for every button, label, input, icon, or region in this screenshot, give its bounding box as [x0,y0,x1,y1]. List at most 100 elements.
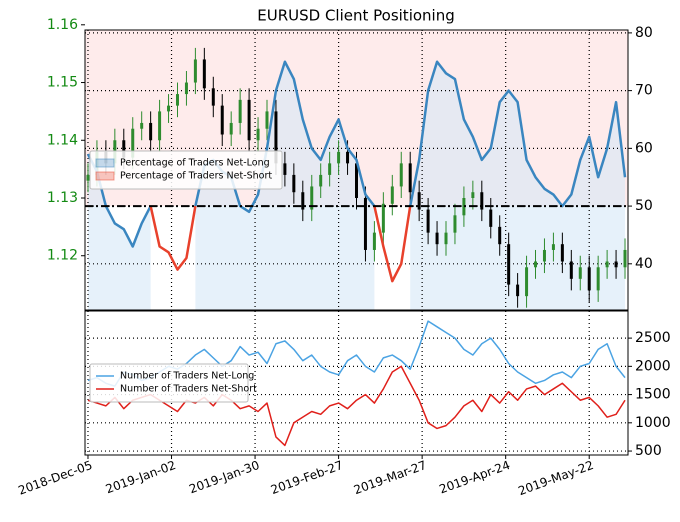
candle-body [238,99,242,123]
candle-body [149,122,153,141]
candle-body [453,215,457,233]
candle-body [346,151,350,164]
y2-tick-label: 80 [635,25,653,41]
candle-body [623,249,627,268]
candle-body [399,163,403,187]
y2-tick-label: 60 [635,140,653,156]
candle-body [274,111,278,164]
positioning-line [408,60,627,208]
x-tick-label: 2019-Apr-24 [437,458,512,497]
candle-body [256,128,260,141]
candle-body [328,163,332,175]
y2-tick-label: 50 [635,198,653,214]
candle-body [193,59,197,83]
candle-body [140,122,144,129]
candle-body [605,261,609,268]
candle-body [229,122,233,135]
candle-body [310,186,314,210]
candle-body [184,82,188,95]
y2-tick-label: 70 [635,83,653,99]
legend-label: Number of Traders Net-Short [120,384,257,395]
candle-body [381,203,385,233]
candle-body [355,163,358,198]
candle-body [372,232,376,250]
candle-body [158,111,162,141]
candle-body [167,105,171,112]
candle-body [596,267,600,291]
y-tick-label: 2500 [635,330,671,346]
candle-body [471,192,475,198]
x-tick-label: 2019-Mar-27 [352,458,429,497]
candle-body [122,140,126,158]
plot-frame [84,29,629,311]
x-tick-label: 2018-Dec-05 [16,458,94,498]
candle-body [578,267,582,279]
x-tick-label: 2019-Feb-27 [269,458,345,497]
candle-body [390,186,394,204]
y-tick-label: 1.14 [47,132,78,148]
legend: Percentage of Traders Net-Long Percentage… [89,150,283,190]
legend-label: Percentage of Traders Net-Long [120,158,270,169]
candle-body [614,261,618,268]
trader-count-line [87,365,626,447]
candle-body [435,232,439,245]
candle-body [175,94,179,106]
candle-body [265,111,269,129]
candle-body [569,261,573,279]
candle-body [292,174,296,193]
legend-swatch [95,171,115,181]
legend-label: Percentage of Traders Net-Short [120,171,272,182]
y-tick-label: 2000 [635,358,671,374]
y-tick-label: 1.15 [47,75,78,91]
candle-body [319,174,323,187]
candle-body [444,232,448,245]
positioning-line [149,205,197,271]
candle-body [534,261,538,268]
candle-body [337,151,341,164]
y-tick-label: 1.13 [47,190,78,206]
net-long-area [410,61,626,310]
candle-body [525,267,529,297]
legend-box [89,363,249,403]
legend-swatch [95,158,115,168]
candle-body [86,174,90,181]
candle-body [560,244,564,262]
candle-body [489,209,493,227]
candle-body [587,267,591,291]
x-tick-label: 2019-Jan-30 [187,458,261,496]
candle-body [301,192,305,210]
candle-body [480,192,484,210]
y-tick-label: 1500 [635,387,671,403]
legend-label: Number of Traders Net-Long [120,371,254,382]
y-tick-label: 1.16 [47,17,78,33]
bottom-plot [85,311,628,455]
candle-body [211,88,215,106]
candle-body [516,284,520,297]
candle-body [507,244,511,285]
candle-body [498,226,502,245]
x-tick-label: 2019-Jan-02 [104,458,178,496]
candle-body [417,192,421,210]
x-tick-label: 2019-May-22 [516,458,595,498]
legend-box [89,150,283,190]
candle-body [462,198,466,216]
candle-body [247,99,251,141]
candle-body [363,198,367,250]
legend: Number of Traders Net-Long Number of Trad… [89,363,257,403]
y-tick-label: 1000 [635,415,671,431]
candle-body [426,209,430,233]
y2-tick-label: 40 [635,256,653,272]
candle-body [220,105,224,135]
candle-body [202,59,206,89]
plot-frame [84,310,629,456]
candle-body [551,244,555,250]
chart-title: EURUSD Client Positioning [257,7,455,25]
candle-body [408,163,412,193]
positioning-line [373,205,412,283]
candle-body [283,163,287,175]
net-long-area [87,154,151,310]
candle-body [131,128,135,158]
candle-body [542,249,546,262]
